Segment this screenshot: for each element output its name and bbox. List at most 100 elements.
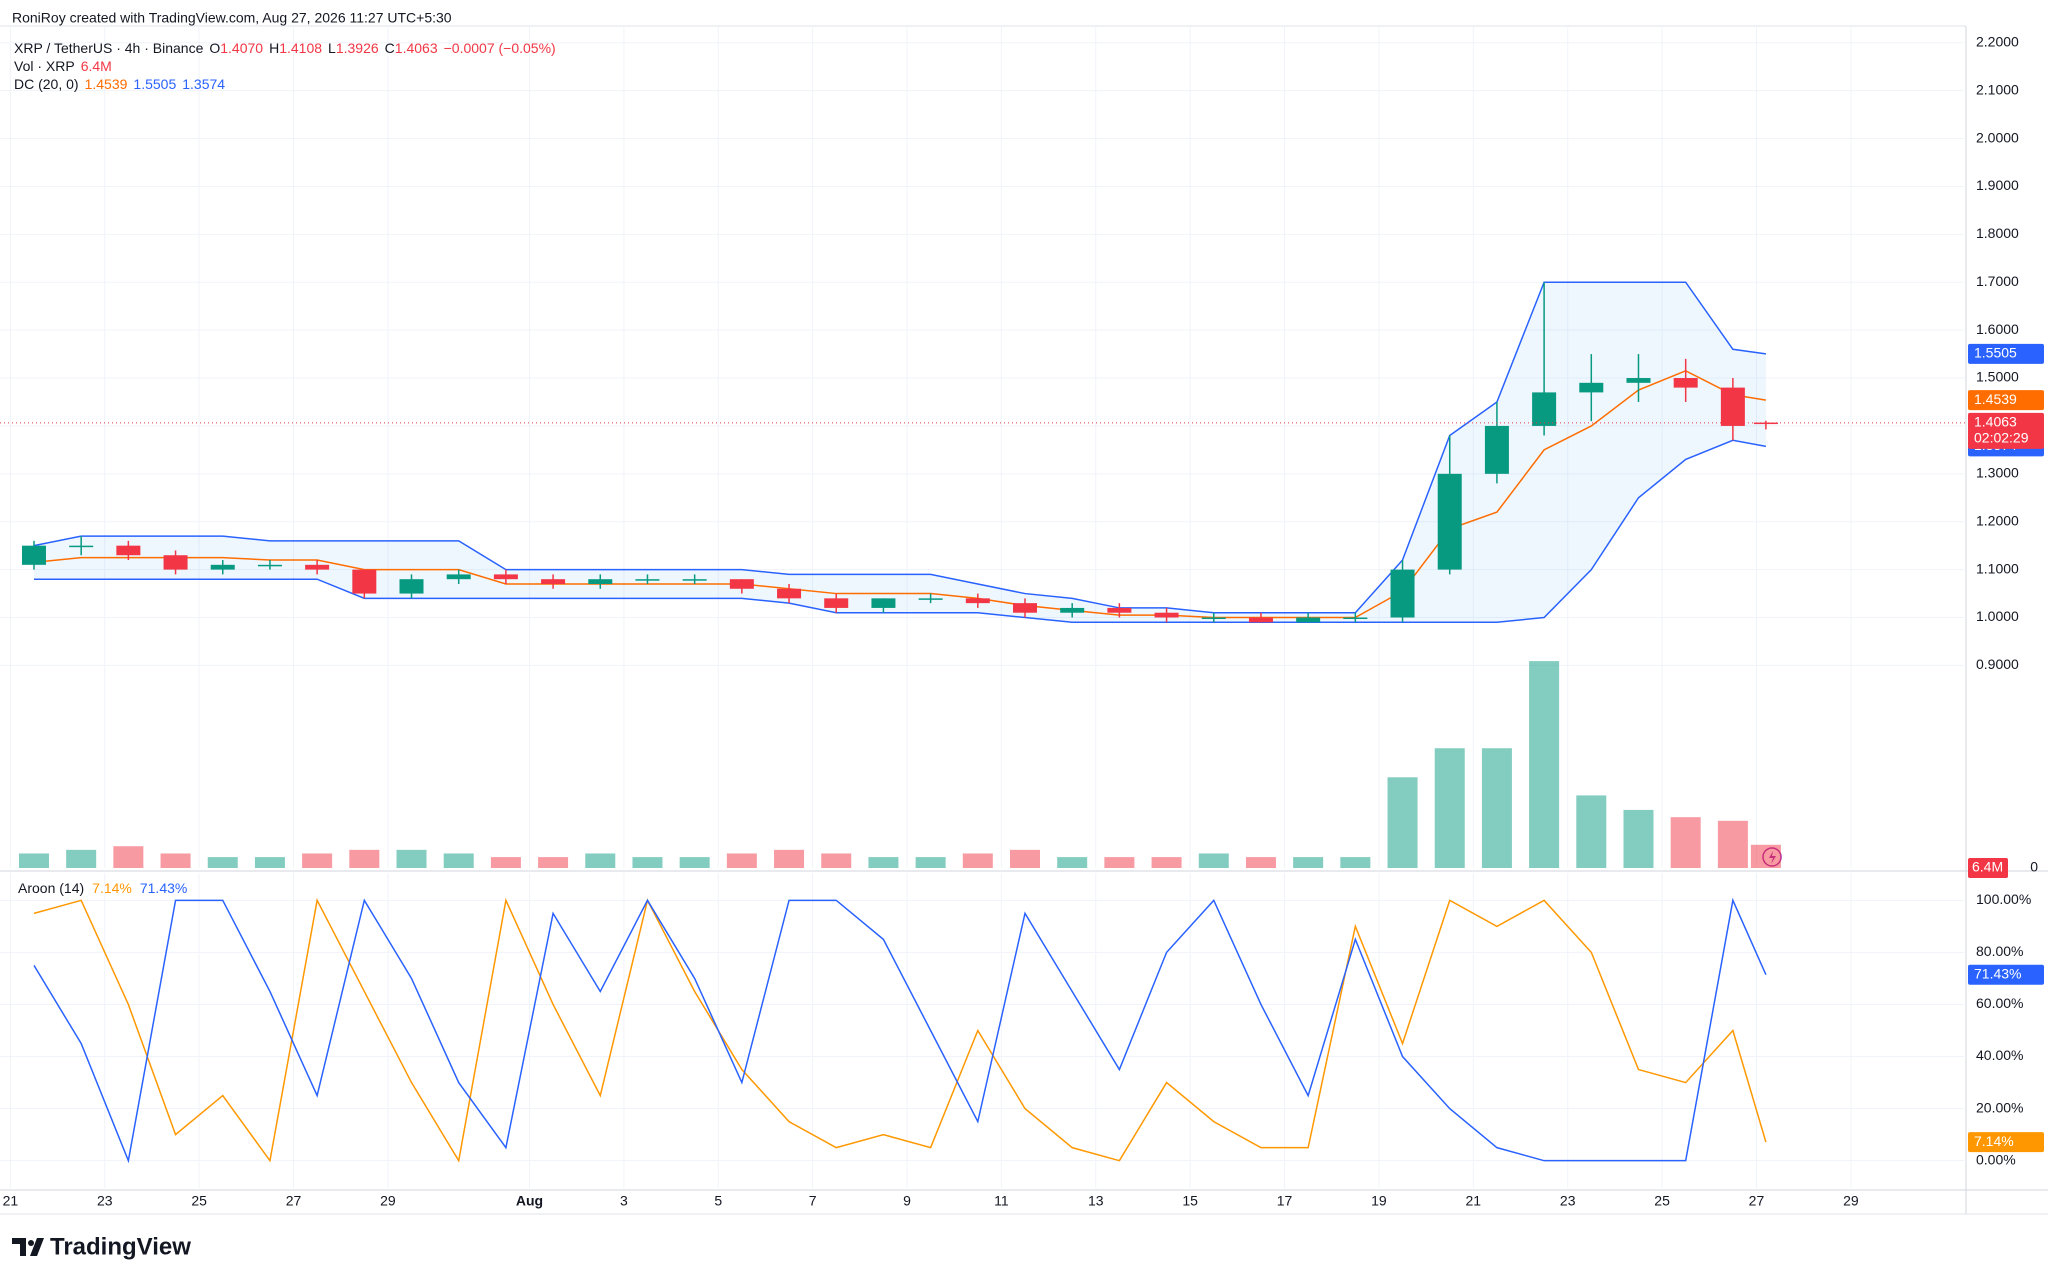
volume-bar <box>207 857 238 868</box>
x-tick-label: 3 <box>620 1193 628 1209</box>
y-tick-label: 1.9000 <box>1976 177 2019 193</box>
volume-badge <box>1968 858 2008 878</box>
candle-body <box>1013 603 1038 613</box>
candle-body <box>1720 387 1745 426</box>
price-badge-label: 1.4539 <box>1974 391 2017 407</box>
x-tick-label: 19 <box>1371 1193 1387 1209</box>
volume-bar <box>585 853 616 868</box>
candle-body <box>1248 617 1273 623</box>
candle-body <box>446 574 471 580</box>
volume-bar <box>443 853 474 868</box>
volume-bar <box>1340 857 1371 868</box>
candle-body <box>588 579 613 584</box>
aroon-title: Aroon (14) <box>18 880 84 896</box>
candle-body <box>69 545 94 548</box>
candle-body <box>1343 617 1368 620</box>
credit: RoniRoy created with TradingView.com, Au… <box>12 10 452 26</box>
x-tick-label: 7 <box>809 1193 817 1209</box>
candle-body <box>965 598 990 604</box>
x-tick-label: 13 <box>1088 1193 1104 1209</box>
y-tick-label: 0.9000 <box>1976 656 2019 672</box>
candle-body <box>493 574 518 580</box>
x-tick-label: 17 <box>1277 1193 1293 1209</box>
y-tick-label: 1.5000 <box>1976 369 2019 385</box>
y-tick-label: 60.00% <box>1976 995 2023 1011</box>
change: −0.0007 (−0.05%) <box>444 40 556 56</box>
volume-bar <box>1717 820 1748 868</box>
x-tick-label: 23 <box>1560 1193 1576 1209</box>
logo-dot <box>28 1240 34 1246</box>
legend-dc: DC (20, 0) 1.4539 1.5505 1.3574 <box>14 76 225 92</box>
candle-body <box>1753 422 1778 425</box>
x-tick-label: 29 <box>1843 1193 1859 1209</box>
candle-body <box>1060 607 1085 613</box>
candle-body <box>305 564 330 570</box>
dc-value: 1.5505 <box>133 76 176 92</box>
channel-fill <box>33 282 1766 623</box>
y-tick-label: 2.1000 <box>1976 81 2019 97</box>
marks <box>0 281 1966 1164</box>
volume-bar <box>113 846 144 868</box>
x-tick-label: 5 <box>714 1193 722 1209</box>
volume-bar <box>962 853 993 868</box>
volume-bar <box>1104 857 1135 868</box>
y-tick-label: 20.00% <box>1976 1099 2023 1115</box>
candle-body <box>729 579 754 589</box>
aroon-line <box>33 897 1767 1164</box>
candle-body <box>635 579 660 581</box>
tradingview-logo: TradingView <box>12 1233 191 1260</box>
x-tick-label: 25 <box>191 1193 207 1209</box>
volume-bar <box>1529 661 1560 868</box>
x-tick-label: 27 <box>1749 1193 1765 1209</box>
y-tick-label: 80.00% <box>1976 943 2023 959</box>
candle-body <box>777 588 802 599</box>
volume-bar <box>1750 844 1781 868</box>
ohlc-value: 1.4070 <box>220 40 263 56</box>
volume-bar <box>396 849 427 868</box>
volume-bar <box>679 857 710 868</box>
candle-body <box>1626 378 1651 383</box>
candle-body <box>399 579 424 594</box>
candle-body <box>1296 617 1321 623</box>
y-tick-label: 1.7000 <box>1976 273 2019 289</box>
ohlc-key: C <box>385 40 395 56</box>
dc-value: 1.3574 <box>182 76 225 92</box>
volume-bar <box>1576 795 1607 868</box>
candle-body <box>1107 607 1132 613</box>
aroon-line <box>33 897 1767 1163</box>
y-tick-label: 1.0000 <box>1976 608 2019 624</box>
volume-bar <box>1151 857 1182 868</box>
dc-legend: DC (20, 0) <box>14 76 79 92</box>
x-tick-label: 15 <box>1182 1193 1198 1209</box>
ohlc-value: 1.3926 <box>336 40 379 56</box>
candle-body <box>1673 378 1698 388</box>
symbol: XRP / TetherUS · 4h · Binance <box>14 40 204 56</box>
y-tick-label: 1.2000 <box>1976 512 2019 528</box>
x-tick-label: 21 <box>3 1193 19 1209</box>
x-tick-label: 23 <box>97 1193 113 1209</box>
volume-bar <box>1245 857 1276 868</box>
price-badge-label: 1.5505 <box>1974 345 2017 361</box>
x-tick-label: 9 <box>903 1193 911 1209</box>
candle-body <box>1484 425 1509 474</box>
candle-body <box>257 564 282 567</box>
x-tick-label: 11 <box>994 1193 1009 1209</box>
volume-bar <box>1010 849 1041 868</box>
price-badge <box>1968 390 2044 411</box>
volume-bar <box>1481 748 1512 868</box>
x-tick-label: 21 <box>1466 1193 1482 1209</box>
volume-bar <box>726 853 757 868</box>
aroon-value: 7.14% <box>92 880 132 896</box>
volume-bar <box>538 857 569 868</box>
volume-bar <box>915 857 946 868</box>
volume-bar <box>774 849 805 868</box>
legend-aroon: Aroon (14) 7.14% 71.43% <box>18 880 187 896</box>
volume-bar <box>18 853 49 868</box>
legend-symbol: XRP / TetherUS · 4h · Binance O1.4070 H1.4… <box>14 40 556 56</box>
y-tick-label: 2.2000 <box>1976 33 2019 49</box>
candle-body <box>1532 392 1557 426</box>
aroon-badge-label: 7.14% <box>1974 1133 2014 1149</box>
candle-body <box>352 569 377 594</box>
dc-value: 1.4539 <box>85 76 128 92</box>
